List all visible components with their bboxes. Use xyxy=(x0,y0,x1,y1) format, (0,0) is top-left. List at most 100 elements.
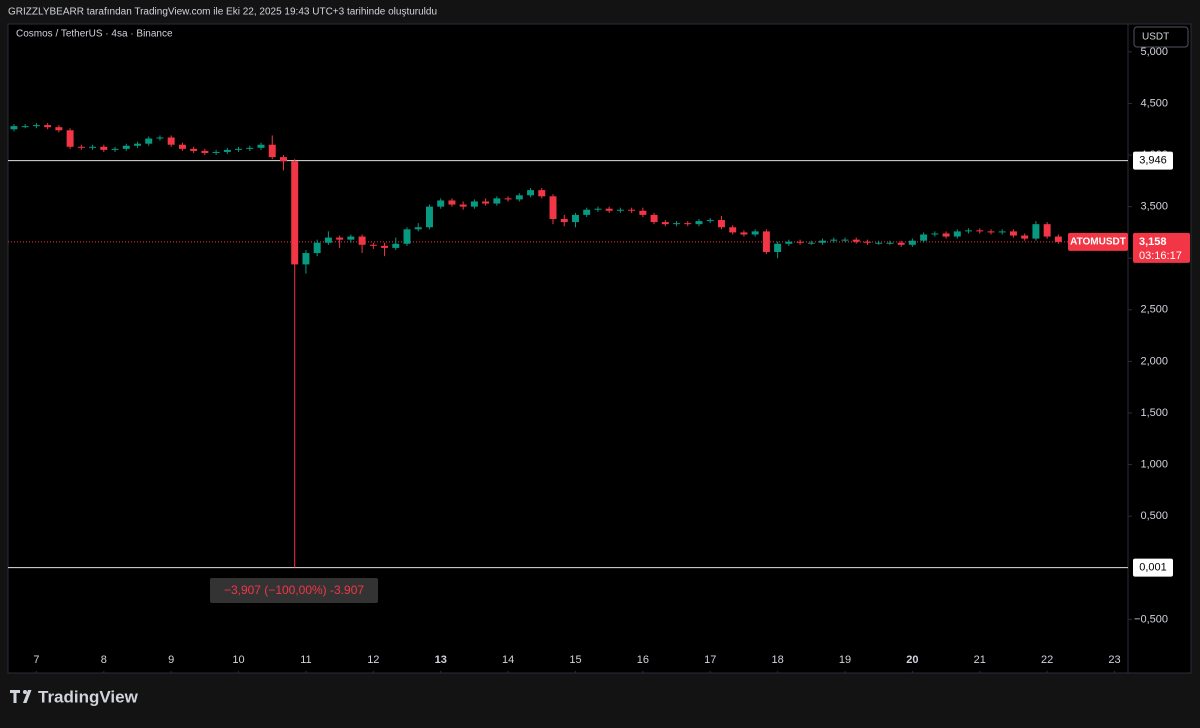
candle-body xyxy=(347,236,355,240)
candle-body xyxy=(167,137,175,145)
candle-body xyxy=(77,146,85,148)
candle-body xyxy=(785,241,793,244)
header: GRIZZLYBEARR tarafından TradingView.com … xyxy=(8,7,437,18)
candle-body xyxy=(628,209,636,211)
symbol-label-box xyxy=(1068,232,1128,251)
x-tick-label: 11 xyxy=(300,654,311,666)
candle-body xyxy=(920,234,928,241)
y-tick-label: 2,000 xyxy=(1140,355,1168,367)
candle-body xyxy=(661,222,669,225)
candle-body xyxy=(302,253,310,265)
candle-body xyxy=(875,242,883,244)
candle-body xyxy=(369,244,377,246)
candle-body xyxy=(32,125,40,127)
candle-body xyxy=(740,232,748,235)
candle-body xyxy=(66,130,74,147)
candle-body xyxy=(616,209,624,211)
plot xyxy=(8,123,1128,569)
candle-body xyxy=(583,209,591,215)
currency-button[interactable] xyxy=(1133,26,1189,48)
price-label-box xyxy=(1133,232,1190,263)
candle-body xyxy=(89,146,97,148)
candle-body xyxy=(470,201,478,207)
candle-body xyxy=(55,127,63,131)
x-tick-label: 10 xyxy=(232,654,244,666)
hline-label-box xyxy=(1133,151,1173,170)
candle-body xyxy=(549,196,557,220)
candle-body xyxy=(538,190,546,197)
candle-body xyxy=(796,241,804,243)
candle-body xyxy=(852,239,860,242)
candle-body xyxy=(605,208,613,211)
candle-body xyxy=(21,126,29,128)
candle-body xyxy=(111,148,119,150)
candle-body xyxy=(560,219,568,223)
candle-body xyxy=(324,237,332,243)
candle-body xyxy=(515,195,523,200)
y-tick-label: 0,500 xyxy=(1140,510,1168,522)
candle-body xyxy=(134,143,141,146)
candle-body xyxy=(190,148,198,151)
candle-body xyxy=(1032,224,1040,239)
candle-body xyxy=(931,233,939,235)
candle-body xyxy=(942,233,950,237)
candle-body xyxy=(717,220,725,228)
candle-body xyxy=(246,147,254,149)
candle-body xyxy=(998,231,1006,233)
chart-panel xyxy=(7,23,1192,674)
candle-body xyxy=(594,208,602,210)
candle-body xyxy=(684,223,692,225)
x-tick-label: 22 xyxy=(1041,654,1053,666)
candle-body xyxy=(965,230,973,232)
candle-body xyxy=(830,239,838,241)
symbol-label: ATOMUSDT xyxy=(1070,237,1126,248)
candle-body xyxy=(100,146,108,150)
candle-body xyxy=(358,236,366,245)
candle-body xyxy=(1054,236,1062,242)
candle-body xyxy=(987,231,995,233)
candle-body xyxy=(268,144,276,158)
candle-body xyxy=(156,137,164,139)
y-tick-label: 4,500 xyxy=(1140,97,1168,109)
annotation: −3,907 (−100,00%) -3.907 xyxy=(224,583,364,597)
candle-body xyxy=(336,237,344,240)
x-tick-label: 17 xyxy=(704,654,716,666)
candle-body xyxy=(650,214,658,223)
candle-body xyxy=(897,242,905,245)
y-tick-label: 2,500 xyxy=(1140,304,1168,316)
y-tick-label: −0,500 xyxy=(1134,613,1168,625)
candle-body xyxy=(1009,231,1017,236)
logo-dot xyxy=(23,690,27,694)
x-tick-label: 20 xyxy=(906,654,918,666)
candle-body xyxy=(762,231,770,253)
candle-body xyxy=(212,151,220,153)
x-tick-label: 12 xyxy=(367,654,379,666)
candle-body xyxy=(178,144,186,149)
brand: TradingView xyxy=(38,687,139,706)
candle-body xyxy=(527,190,535,196)
candle-body xyxy=(482,201,490,204)
candle-body xyxy=(10,126,18,130)
candle-body xyxy=(257,144,265,148)
x-tick-label: 13 xyxy=(435,654,447,666)
candle-body xyxy=(414,227,422,230)
candle-body xyxy=(571,214,579,223)
candle-body xyxy=(908,240,916,245)
candle-body xyxy=(1043,224,1051,237)
candle-body xyxy=(976,230,984,232)
candle-body xyxy=(695,221,703,225)
candle-body xyxy=(863,241,871,243)
x-tick-label: 14 xyxy=(502,654,514,666)
candle-body xyxy=(751,231,759,235)
candle-body xyxy=(807,242,815,244)
y-tick-label: 1,500 xyxy=(1140,407,1168,419)
candle-body xyxy=(313,242,321,254)
candle-body xyxy=(504,198,512,200)
candle-body xyxy=(403,229,411,244)
x-tick-label: 8 xyxy=(101,654,107,666)
candle-body xyxy=(235,148,243,150)
candle-body xyxy=(639,210,647,215)
candle-body xyxy=(381,245,389,248)
x-tick-label: 21 xyxy=(974,654,986,666)
currency[interactable]: USDT xyxy=(1142,32,1169,43)
